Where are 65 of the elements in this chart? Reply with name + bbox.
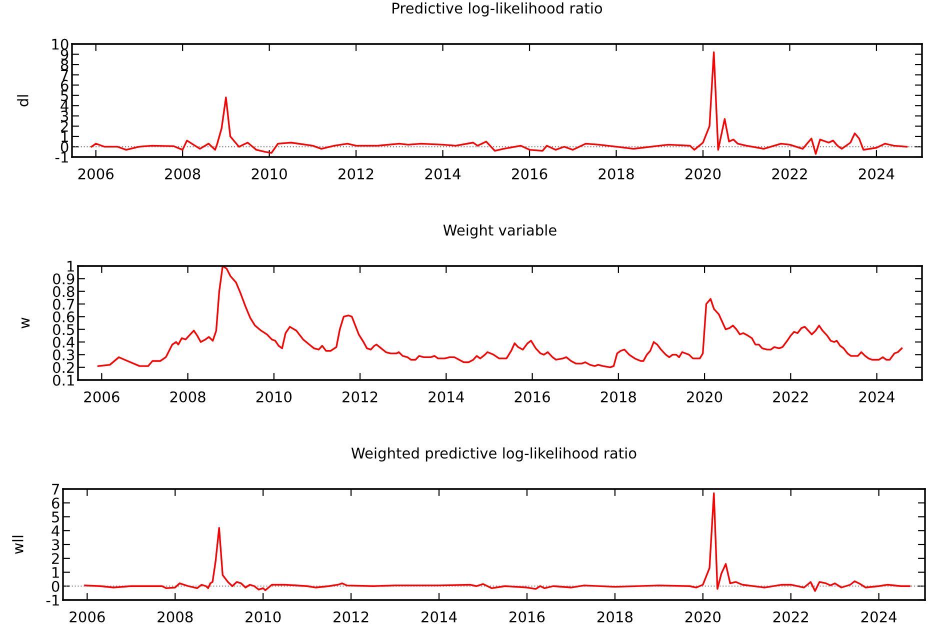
x-tick-label: 2020 [686,168,721,180]
y-tick-label: 0.5 [52,324,74,336]
x-tick-label: 2020 [687,391,722,402]
y-tick-label: 4 [60,100,68,112]
x-tick-label: 2014 [422,611,457,622]
x-tick-label: 2014 [425,168,461,180]
y-tick-label: 6 [52,498,60,509]
chart-title: Weight variable [443,224,556,238]
y-tick-label: 10 [52,38,68,50]
y-axis-title: dl [17,95,28,106]
y-tick-label: 1 [68,260,74,272]
x-tick-label: 2010 [256,391,292,402]
x-tick-label: 2016 [512,168,548,180]
y-tick-label: 0.6 [52,311,74,322]
y-tick-label: 0.3 [52,349,74,360]
x-tick-label: 2012 [334,611,368,622]
x-tick-label: 2022 [772,168,807,180]
y-tick-label: 0.2 [52,362,74,374]
x-tick-label: 2024 [859,391,895,402]
y-tick-label: 1 [62,131,68,142]
x-tick-label: 2022 [773,611,808,622]
x-tick-label: 2024 [861,611,897,622]
x-tick-label: 2006 [84,391,120,402]
y-tick-label: 0.4 [52,336,74,348]
x-tick-label: 2006 [78,168,114,180]
y-tick-label: 1 [52,567,59,578]
y-tick-label: 0.9 [52,273,74,284]
x-tick-label: 2012 [342,391,378,402]
x-tick-label: 2022 [773,391,808,402]
x-tick-label: 2012 [338,168,374,180]
y-tick-label: 2 [52,553,59,564]
y-tick-label: -1 [46,594,59,606]
y-tick-label: 6 [60,80,68,91]
x-tick-label: 2010 [252,168,287,180]
x-tick-label: 2018 [600,391,636,402]
x-tick-label: 2016 [509,611,545,622]
x-tick-label: 2010 [246,611,281,622]
y-tick-label: 8 [60,59,68,70]
x-tick-label: 2006 [70,611,105,622]
line-series [97,266,903,368]
y-tick-label: 7 [52,484,59,495]
x-tick-label: 2018 [597,611,632,622]
x-tick-label: 2014 [428,391,464,402]
x-tick-label: 2018 [598,168,634,180]
y-tick-label: 0 [52,580,60,592]
chart-title: Predictive log-likelihood ratio [392,2,602,16]
y-tick-label: 3 [61,110,68,122]
line-series [84,492,910,592]
line-series [90,51,908,155]
x-tick-label: 2016 [514,391,550,402]
y-tick-label: 0.7 [52,298,74,310]
y-axis-title: w [22,318,30,328]
x-tick-label: 2024 [858,168,894,180]
y-tick-label: 0.8 [52,286,74,298]
y-tick-label: -1 [55,152,68,163]
x-tick-label: 2008 [158,611,193,622]
y-tick-label: 0.1 [52,374,74,386]
chart-title: Weighted predictive log-likelihood ratio [351,447,636,462]
y-tick-label: 5 [52,512,59,522]
y-tick-label: 3 [52,539,60,550]
x-tick-label: 2008 [170,391,206,402]
x-tick-label: 2020 [685,611,720,622]
y-axis-title: wll [12,536,24,554]
y-tick-label: 4 [52,526,60,536]
x-tick-label: 2008 [165,168,200,180]
